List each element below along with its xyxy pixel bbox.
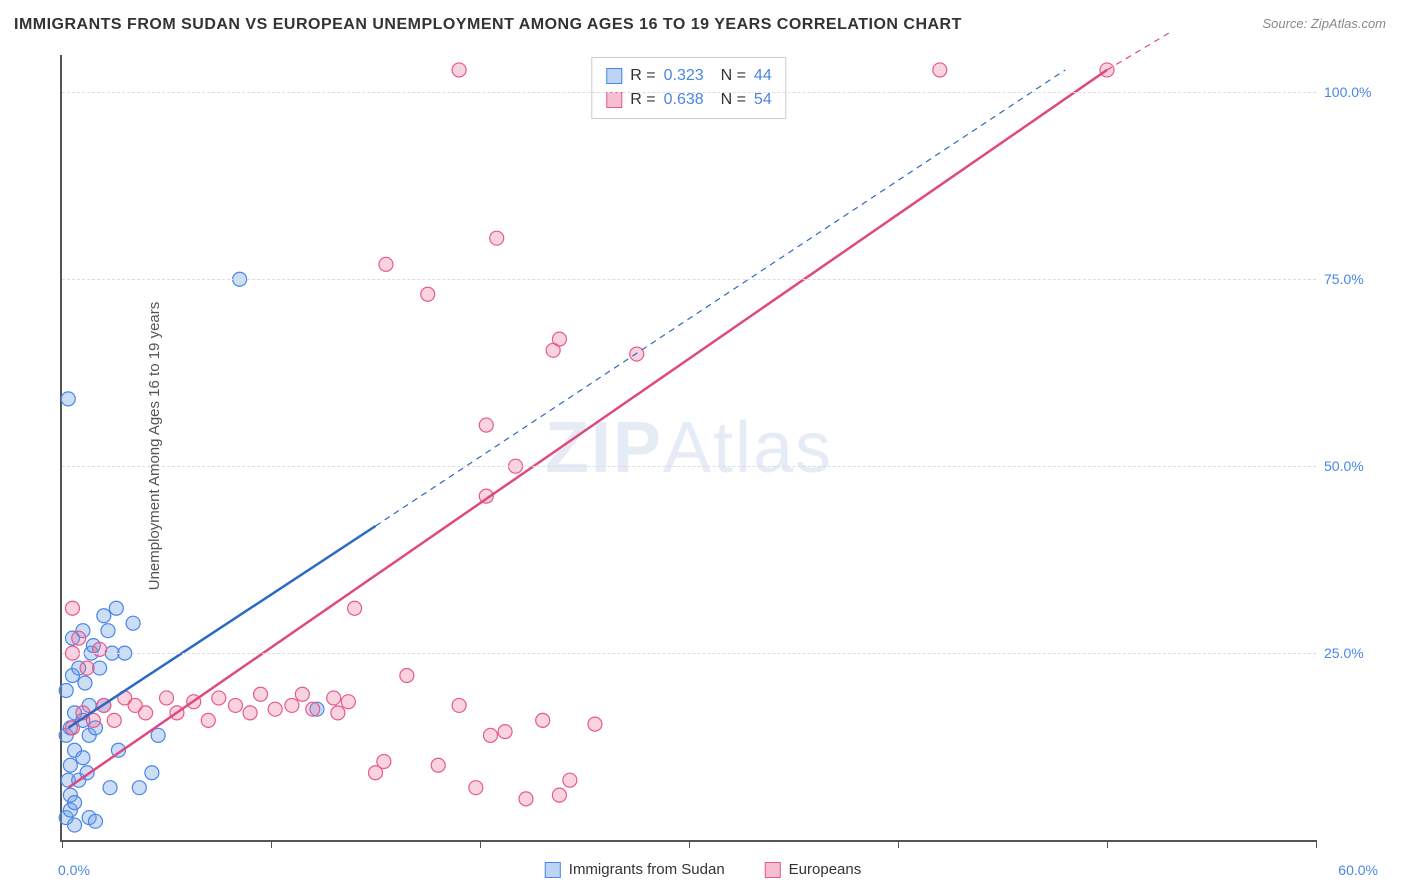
data-point-europeans <box>469 781 483 795</box>
data-point-sudan <box>76 751 90 765</box>
chart-title: IMMIGRANTS FROM SUDAN VS EUROPEAN UNEMPL… <box>14 16 962 34</box>
x-tick <box>898 840 899 848</box>
data-point-sudan <box>132 781 146 795</box>
data-point-sudan <box>109 601 123 615</box>
data-point-europeans <box>228 698 242 712</box>
y-tick-label: 100.0% <box>1324 84 1394 100</box>
data-point-europeans <box>254 687 268 701</box>
swatch-europeans <box>606 92 622 108</box>
data-point-europeans <box>552 332 566 346</box>
data-point-europeans <box>431 758 445 772</box>
gridline <box>62 279 1316 280</box>
x-tick-60: 60.0% <box>1338 862 1378 878</box>
data-point-europeans <box>483 728 497 742</box>
x-tick <box>1107 840 1108 848</box>
data-point-sudan <box>101 624 115 638</box>
data-point-europeans <box>65 601 79 615</box>
r-label: R = <box>630 64 655 88</box>
data-point-sudan <box>68 796 82 810</box>
data-point-europeans <box>341 695 355 709</box>
data-point-sudan <box>145 766 159 780</box>
swatch-sudan <box>606 68 622 84</box>
data-point-sudan <box>68 818 82 832</box>
data-point-europeans <box>93 642 107 656</box>
x-tick <box>689 840 690 848</box>
plot-area: ZIPAtlas R = 0.323 N = 44 R = 0.638 N = … <box>60 55 1316 842</box>
data-point-europeans <box>588 717 602 731</box>
data-point-europeans <box>421 287 435 301</box>
legend-label: Immigrants from Sudan <box>569 861 725 878</box>
data-point-sudan <box>103 781 117 795</box>
data-point-europeans <box>80 661 94 675</box>
data-point-europeans <box>268 702 282 716</box>
legend-item-europeans: Europeans <box>765 861 862 878</box>
y-tick-label: 50.0% <box>1324 458 1394 474</box>
data-point-europeans <box>139 706 153 720</box>
data-point-europeans <box>306 702 320 716</box>
trend-line-europeans-solid <box>68 70 1107 788</box>
r-value-sudan: 0.323 <box>664 64 704 88</box>
data-point-europeans <box>331 706 345 720</box>
data-point-sudan <box>59 683 73 697</box>
data-point-europeans <box>295 687 309 701</box>
data-point-sudan <box>93 661 107 675</box>
data-point-europeans <box>72 631 86 645</box>
data-point-europeans <box>452 698 466 712</box>
bottom-legend: Immigrants from Sudan Europeans <box>545 861 861 878</box>
data-point-sudan <box>126 616 140 630</box>
y-tick-label: 25.0% <box>1324 645 1394 661</box>
x-tick <box>480 840 481 848</box>
x-tick <box>271 840 272 848</box>
data-point-europeans <box>201 713 215 727</box>
data-point-europeans <box>452 63 466 77</box>
data-point-sudan <box>97 609 111 623</box>
data-point-sudan <box>63 758 77 772</box>
legend-item-sudan: Immigrants from Sudan <box>545 861 725 878</box>
data-point-europeans <box>552 788 566 802</box>
data-point-europeans <box>490 231 504 245</box>
data-point-sudan <box>61 392 75 406</box>
data-point-europeans <box>285 698 299 712</box>
y-tick-label: 75.0% <box>1324 271 1394 287</box>
n-value-sudan: 44 <box>754 64 772 88</box>
data-point-europeans <box>933 63 947 77</box>
data-point-europeans <box>348 601 362 615</box>
data-point-europeans <box>107 713 121 727</box>
trend-line-europeans-dashed <box>1107 33 1170 70</box>
gridline <box>62 653 1316 654</box>
data-point-europeans <box>212 691 226 705</box>
x-tick <box>62 840 63 848</box>
data-point-europeans <box>379 257 393 271</box>
legend-label: Europeans <box>789 861 862 878</box>
data-point-europeans <box>498 725 512 739</box>
data-point-europeans <box>519 792 533 806</box>
source-label: Source: ZipAtlas.com <box>1262 16 1386 31</box>
trend-line-sudan-dashed <box>376 70 1066 526</box>
data-point-europeans <box>563 773 577 787</box>
data-point-europeans <box>327 691 341 705</box>
data-point-europeans <box>400 669 414 683</box>
data-point-europeans <box>479 418 493 432</box>
data-point-europeans <box>243 706 257 720</box>
data-point-sudan <box>88 814 102 828</box>
swatch-sudan <box>545 862 561 878</box>
stats-legend: R = 0.323 N = 44 R = 0.638 N = 54 <box>591 57 786 119</box>
gridline <box>62 466 1316 467</box>
swatch-europeans <box>765 862 781 878</box>
data-point-sudan <box>78 676 92 690</box>
data-point-europeans <box>630 347 644 361</box>
plot-svg <box>62 55 1316 840</box>
x-tick <box>1316 840 1317 848</box>
data-point-europeans <box>536 713 550 727</box>
x-tick-0: 0.0% <box>58 862 90 878</box>
data-point-europeans <box>160 691 174 705</box>
n-label: N = <box>712 64 746 88</box>
data-point-europeans <box>377 755 391 769</box>
gridline <box>62 92 1316 93</box>
stats-row-sudan: R = 0.323 N = 44 <box>606 64 771 88</box>
